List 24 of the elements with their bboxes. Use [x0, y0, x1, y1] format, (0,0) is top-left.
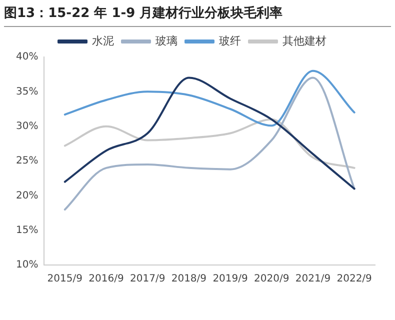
x-tick-label: 2022/9	[336, 274, 372, 285]
legend-label: 玻璃	[156, 34, 178, 48]
legend-label: 其他建材	[282, 34, 326, 48]
y-tick-label: 40%	[16, 52, 38, 63]
x-tick-label: 2017/9	[130, 274, 166, 285]
x-tick-label: 2016/9	[88, 274, 124, 285]
chart-title: 图13：15-22 年 1-9 月建材行业分板块毛利率	[4, 4, 391, 27]
x-tick-label: 2018/9	[171, 274, 207, 285]
line-series	[64, 76, 356, 190]
line-series	[64, 76, 356, 211]
line-series	[64, 70, 356, 127]
y-tick-label: 15%	[16, 224, 38, 236]
x-tick-label: 2020/9	[254, 274, 290, 285]
x-tick-label: 2015/9	[47, 274, 82, 285]
y-tick-label: 35%	[16, 86, 38, 98]
x-tick-label: 2021/9	[295, 274, 331, 285]
y-tick-label: 20%	[16, 190, 38, 202]
line-series	[64, 118, 356, 169]
legend-label: 水泥	[92, 34, 114, 48]
y-tick-label: 25%	[16, 156, 38, 167]
x-tick-label: 2019/9	[212, 274, 248, 285]
legend-label: 玻纤	[219, 34, 241, 48]
y-tick-label: 30%	[16, 120, 38, 132]
y-tick-label: 10%	[16, 260, 38, 271]
